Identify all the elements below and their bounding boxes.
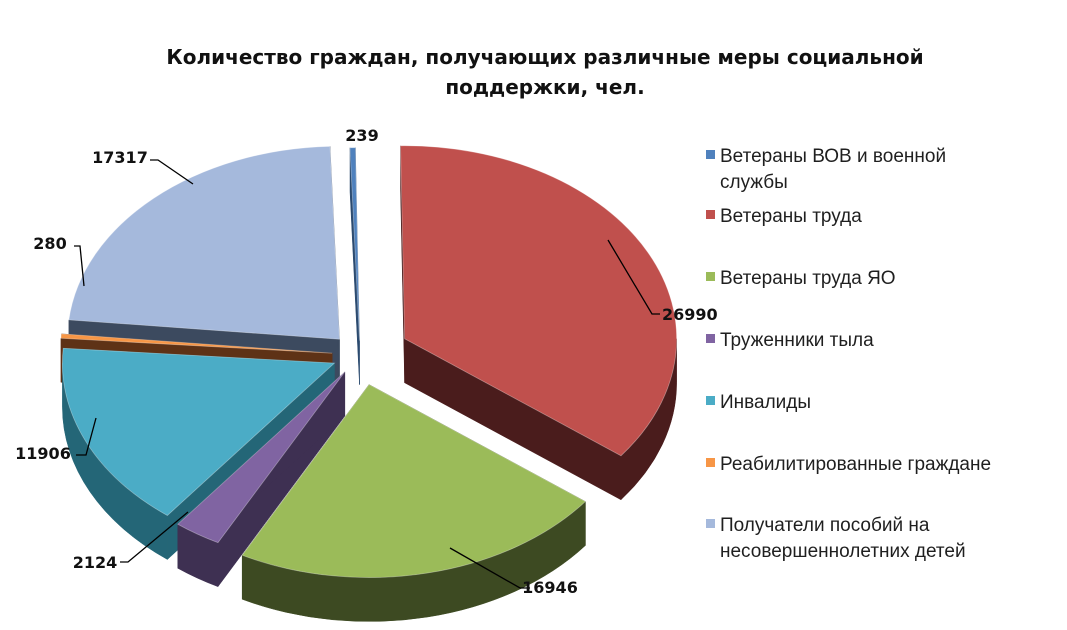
leader-line-poluchateli-posobiy [150, 159, 194, 185]
legend-label: Труженники тыла [720, 330, 874, 351]
data-label-veterany-truda-yao: 16946 [522, 578, 578, 597]
legend-label: Получатели пособий на [720, 515, 930, 536]
leader-line-truzhenniki-tyla [120, 511, 189, 563]
legend-item-truzhenniki-tyla: Труженники тыла [706, 330, 874, 351]
slice-veterany-truda-yao [241, 384, 587, 578]
data-label-truzhenniki-tyla: 2124 [73, 553, 118, 572]
legend-label: Реабилитированные граждане [720, 454, 991, 475]
data-label-veterany-truda: 26990 [662, 305, 718, 324]
legend-label: службы [720, 172, 788, 193]
legend-item-poluchateli-posobiy: Получатели пособий на несовершеннолетних … [706, 515, 966, 562]
legend-item-veterany-vov: Ветераны ВОВ и военной службы [706, 146, 946, 193]
slice-poluchateli-posobiy [68, 145, 340, 340]
legend-swatch [706, 150, 715, 159]
slice-veterany-truda-side [400, 145, 677, 501]
legend-item-reabilitirovannye: Реабилитированные граждане [706, 454, 991, 475]
leader-line-reabilitirovannye [74, 245, 85, 287]
legend-label: Ветераны труда [720, 206, 862, 227]
data-label-veterany-vov: 239 [345, 126, 378, 145]
pie-plot-area [60, 145, 678, 622]
data-label-reabilitirovannye: 280 [33, 234, 66, 253]
slice-veterany-vov [349, 147, 360, 341]
legend-item-veterany-truda-yao: Ветераны труда ЯО [706, 268, 896, 289]
legend-swatch [706, 519, 715, 528]
leader-line-veterany-truda-yao [449, 547, 530, 589]
legend-label: несовершеннолетних детей [720, 541, 966, 562]
legend-swatch [706, 334, 715, 343]
leader-line-invalidy [76, 417, 97, 456]
legend-label: Ветераны труда ЯО [720, 268, 896, 289]
leader-line-veterany-truda [607, 239, 660, 315]
chart-title: Количество граждан, получающих различные… [166, 45, 923, 99]
legend-item-invalidy: Инвалиды [706, 392, 811, 413]
legend-swatch [706, 210, 715, 219]
legend-swatch [706, 458, 715, 467]
legend-swatch [706, 272, 715, 281]
data-label-invalidy: 11906 [15, 444, 71, 463]
chart-title-line-1: Количество граждан, получающих различные… [166, 45, 923, 69]
legend-label: Ветераны ВОВ и военной [720, 146, 946, 167]
legend-swatch [706, 396, 715, 405]
legend-item-veterany-truda: Ветераны труда [706, 206, 862, 227]
slice-reabilitirovannye [60, 333, 333, 354]
data-labels: 239 26990 16946 2124 11906 280 17317 [15, 126, 718, 597]
legend-label: Инвалиды [720, 392, 811, 413]
slice-veterany-truda [400, 145, 678, 457]
slice-truzhenniki-tyla [177, 371, 346, 544]
slice-invalidy [62, 347, 336, 516]
data-label-poluchateli-posobiy: 17317 [92, 148, 148, 167]
chart-title-line-2: поддержки, чел. [445, 75, 644, 99]
chart-legend: Ветераны ВОВ и военной службы Ветераны тру… [706, 146, 991, 562]
